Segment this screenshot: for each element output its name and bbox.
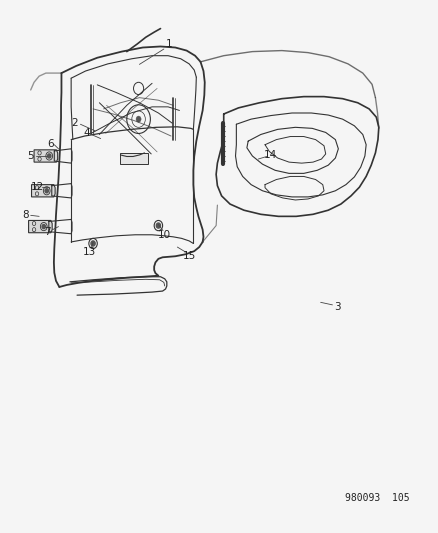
Circle shape [42, 224, 46, 229]
Text: 14: 14 [263, 150, 276, 160]
Text: 7: 7 [44, 227, 51, 237]
Bar [120, 153, 148, 164]
Text: 8: 8 [22, 211, 29, 220]
Circle shape [47, 154, 51, 158]
Text: 980093  105: 980093 105 [344, 493, 408, 503]
Text: 6: 6 [47, 139, 54, 149]
Circle shape [91, 241, 95, 246]
Circle shape [156, 223, 160, 228]
Text: 2: 2 [71, 118, 77, 128]
Polygon shape [32, 184, 55, 197]
Text: 5: 5 [27, 151, 34, 161]
Text: 12: 12 [31, 182, 44, 192]
Text: 3: 3 [333, 302, 340, 312]
Polygon shape [28, 221, 52, 233]
Circle shape [45, 189, 48, 193]
Text: 15: 15 [182, 251, 195, 261]
Text: 1: 1 [165, 39, 172, 49]
Polygon shape [34, 150, 57, 162]
Circle shape [136, 116, 141, 122]
Text: 13: 13 [83, 247, 96, 257]
Text: 10: 10 [158, 230, 171, 240]
Text: 4: 4 [83, 128, 90, 139]
